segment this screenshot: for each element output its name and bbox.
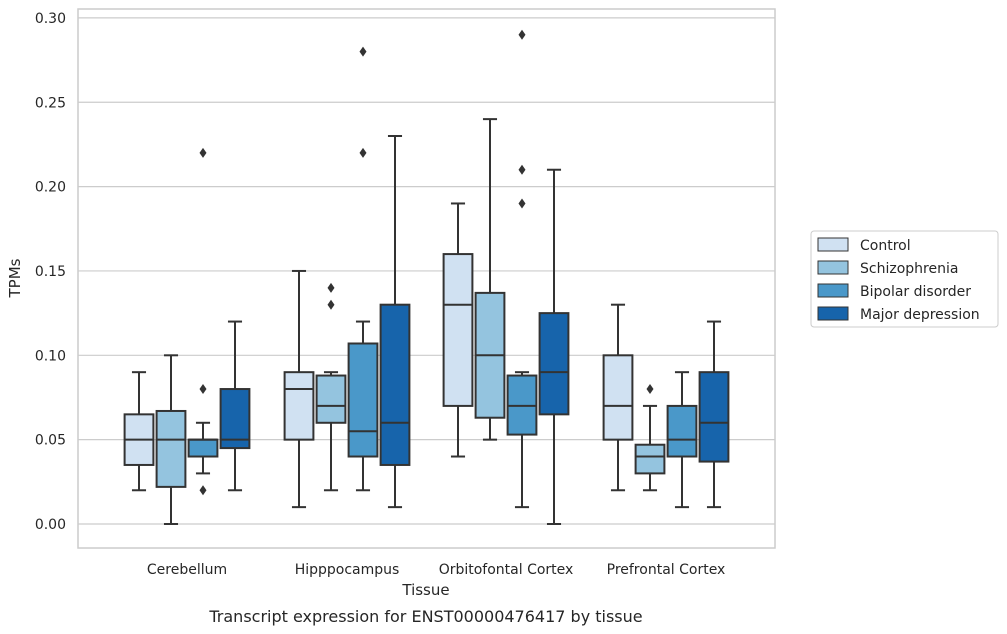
box-body xyxy=(634,443,666,475)
outlier-point xyxy=(327,282,335,293)
legend-swatch xyxy=(817,306,849,321)
x-tick-label: Prefrontal Cortex xyxy=(607,562,726,578)
plot-frame xyxy=(77,8,776,549)
box-3-3 xyxy=(698,320,730,509)
box-body xyxy=(155,409,187,488)
box-body xyxy=(602,354,634,441)
box-0-3 xyxy=(219,320,251,492)
outlier-point xyxy=(518,198,526,209)
legend-label: Major depression xyxy=(860,307,980,323)
legend-swatch xyxy=(817,283,849,298)
box-body xyxy=(666,404,698,458)
box-body xyxy=(347,342,379,458)
box-0-1 xyxy=(155,354,187,525)
outlier-point xyxy=(327,299,335,310)
box-body xyxy=(379,303,411,466)
box-body xyxy=(283,371,315,441)
x-tick-label: Cerebellum xyxy=(147,562,227,578)
x-tick-labels: Cerebellum Hipppocampus Orbitofontal Corte… xyxy=(147,562,725,578)
box-1-3 xyxy=(379,134,411,509)
outlier-point xyxy=(199,384,207,395)
y-tick-label: 0.00 xyxy=(35,517,66,533)
boxes-layer xyxy=(123,29,730,525)
legend: Control Schizophrenia Bipolar disorder Majo… xyxy=(810,230,999,328)
outlier-point xyxy=(646,384,654,395)
box-2-0 xyxy=(442,202,474,458)
outlier-point xyxy=(518,29,526,40)
legend-label: Schizophrenia xyxy=(860,261,958,277)
outlier-point xyxy=(359,147,367,158)
y-tick-label: 0.05 xyxy=(35,433,66,449)
legend-swatch xyxy=(817,237,849,252)
outlier-point xyxy=(199,147,207,158)
box-body xyxy=(538,312,570,416)
box-1-2 xyxy=(347,46,379,492)
box-body xyxy=(442,253,474,407)
outlier-point xyxy=(199,485,207,496)
box-body xyxy=(698,371,730,463)
y-axis-label: TPMs xyxy=(6,258,24,298)
box-body xyxy=(187,438,219,458)
box-2-2 xyxy=(506,29,538,509)
y-tick-label: 0.30 xyxy=(35,11,66,27)
box-3-2 xyxy=(666,371,698,509)
box-1-0 xyxy=(283,269,315,509)
x-axis-label: Tissue xyxy=(401,581,449,599)
box-3-0 xyxy=(602,303,634,492)
y-tick-label: 0.15 xyxy=(35,264,66,280)
x-tick-label: Hipppocampus xyxy=(295,562,400,578)
legend-swatch xyxy=(817,260,849,275)
y-tick-label: 0.10 xyxy=(35,348,66,364)
box-body xyxy=(315,374,347,424)
legend-frame xyxy=(810,230,999,328)
chart-caption: Transcript expression for ENST0000047641… xyxy=(208,607,642,626)
y-tick-labels: 0.00 0.05 0.10 0.15 0.20 0.25 0.30 xyxy=(35,11,66,533)
x-tick-label: Orbitofontal Cortex xyxy=(439,562,574,578)
box-2-1 xyxy=(474,118,506,441)
y-tick-label: 0.25 xyxy=(35,95,66,111)
box-0-2 xyxy=(187,147,219,496)
y-tick-label: 0.20 xyxy=(35,180,66,196)
outlier-point xyxy=(518,164,526,175)
box-body xyxy=(219,388,251,450)
box-3-1 xyxy=(634,384,666,492)
legend-label: Bipolar disorder xyxy=(860,284,971,300)
box-2-3 xyxy=(538,168,570,525)
legend-label: Control xyxy=(860,238,911,254)
box-0-0 xyxy=(123,371,155,492)
box-1-1 xyxy=(315,282,347,492)
outlier-point xyxy=(359,46,367,57)
